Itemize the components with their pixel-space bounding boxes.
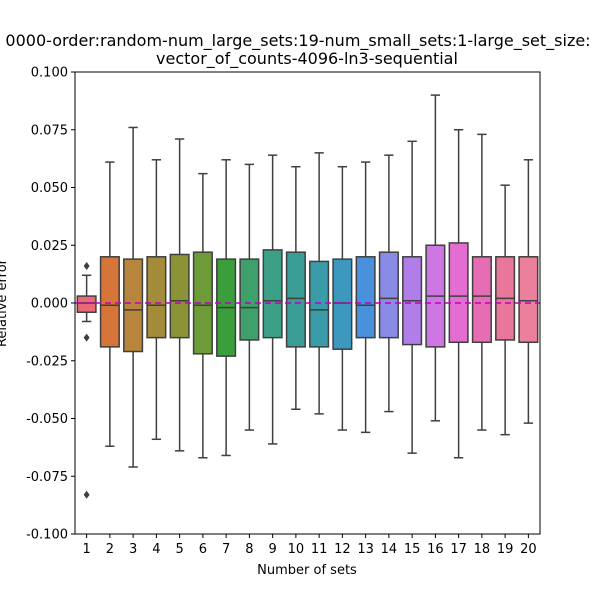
- chart-title-line-2: vector_of_counts-4096-ln3-sequential: [156, 49, 458, 69]
- x-tick-label: 3: [129, 542, 137, 557]
- box-body: [309, 260, 330, 348]
- x-tick-label: 6: [199, 542, 207, 557]
- box-body: [123, 258, 144, 353]
- y-axis-label: Relative error: [0, 258, 10, 347]
- x-tick-label: 13: [357, 542, 374, 557]
- box-body: [518, 256, 539, 344]
- box-body: [99, 256, 120, 348]
- y-tick-label: 0.000: [31, 297, 68, 312]
- x-tick-label: 14: [381, 542, 398, 557]
- box-outlier: [83, 490, 90, 499]
- x-tick-label: 4: [152, 542, 160, 557]
- x-tick-label: 12: [334, 542, 351, 557]
- box-body: [146, 256, 167, 339]
- x-tick-label: 18: [474, 542, 491, 557]
- y-tick-label: -0.075: [26, 470, 68, 485]
- y-tick-label: 0.075: [31, 123, 68, 138]
- y-tick-label: 0.100: [31, 66, 68, 81]
- box-outlier: [83, 333, 90, 342]
- y-tick-label: -0.025: [26, 354, 68, 369]
- chart-title-line-1: 0000-order:random-num_large_sets:19-num_…: [5, 31, 590, 51]
- y-tick-label: -0.100: [26, 528, 68, 543]
- x-tick-label: 20: [520, 542, 537, 557]
- x-tick-label: 5: [175, 542, 183, 557]
- x-tick-label: 19: [497, 542, 514, 557]
- plot-area: -0.100 -0.075 -0.050 -0.025 0.000 0.025 0.050 0…: [26, 66, 540, 557]
- box-body: [169, 253, 190, 339]
- x-tick-label: 15: [404, 542, 421, 557]
- y-tick-label: 0.050: [31, 181, 68, 196]
- box-body: [76, 295, 97, 313]
- box-body: [378, 251, 399, 339]
- box-body: [262, 249, 283, 339]
- y-tick-label: 0.025: [31, 239, 68, 254]
- x-tick-label: 1: [82, 542, 90, 557]
- box-outlier: [83, 262, 90, 271]
- box-body: [471, 256, 492, 344]
- box-body: [355, 256, 376, 339]
- axes-frame: [74, 71, 541, 535]
- x-tick-label: 16: [427, 542, 444, 557]
- box-body: [448, 242, 469, 344]
- box-body: [332, 258, 353, 350]
- x-tick-label: 11: [311, 542, 328, 557]
- x-tick-label: 2: [106, 542, 114, 557]
- box-body: [192, 251, 213, 355]
- x-tick-label: 8: [245, 542, 253, 557]
- x-tick-label: 10: [288, 542, 305, 557]
- box-body: [239, 258, 260, 341]
- x-tick-label: 17: [450, 542, 467, 557]
- y-tick-label: -0.050: [26, 412, 68, 427]
- x-axis-label: Number of sets: [257, 563, 357, 578]
- x-tick-label: 7: [222, 542, 230, 557]
- x-tick-label: 9: [268, 542, 276, 557]
- box-body: [285, 251, 306, 348]
